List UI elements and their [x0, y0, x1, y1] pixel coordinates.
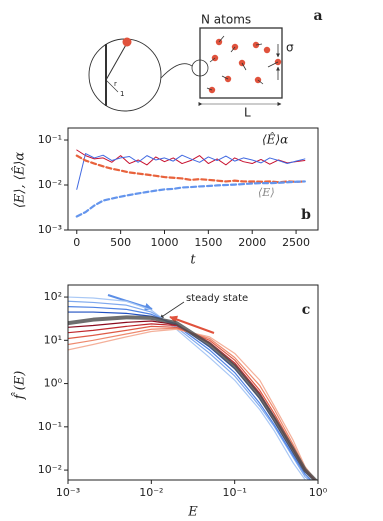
series-line — [68, 315, 318, 480]
y-tick-label: 10² — [44, 290, 62, 303]
annotation: ⟨Ê⟩α — [262, 132, 288, 147]
series-line — [68, 328, 317, 480]
zoom-label: 1 — [120, 90, 124, 98]
series-line — [76, 153, 306, 190]
series-line — [75, 180, 306, 218]
zoom-label: r — [114, 80, 117, 88]
series-line — [68, 323, 316, 480]
x-axis-label: t — [190, 253, 196, 268]
x-tick-label: 500 — [110, 236, 131, 249]
y-tick-label: 10¹ — [44, 333, 62, 346]
x-tick-label: 1500 — [194, 236, 222, 249]
series-line — [68, 327, 317, 480]
y-tick-label: 10⁻¹ — [38, 133, 62, 146]
y-axis-label: f̂ (E) — [11, 371, 28, 401]
diagram-title: N atoms — [201, 13, 251, 27]
plot-frame — [67, 284, 319, 481]
x-tick-label: 2000 — [238, 236, 266, 249]
panel-label: b — [301, 207, 311, 223]
y-tick-label: 10⁰ — [44, 377, 63, 390]
x-axis-label: E — [187, 505, 198, 520]
series-line — [68, 300, 310, 480]
y-axis-label: ⟨E⟩, ⟨Ê⟩α — [12, 152, 28, 209]
x-tick-label: 0 — [73, 236, 80, 249]
y-tick-label: 10⁻² — [38, 178, 62, 191]
arrow — [159, 301, 185, 319]
annotation: ⟨E⟩ — [258, 186, 275, 199]
y-tick-label: 10⁻² — [38, 463, 62, 476]
series-line — [68, 320, 316, 480]
series-line — [76, 149, 306, 166]
panel-label: c — [302, 302, 311, 318]
panel-a: a N atoms σ L r 1 — [88, 8, 323, 120]
x-tick-label: 10⁻¹ — [223, 486, 247, 499]
series-line — [68, 306, 312, 480]
x-tick-label: 10⁻² — [139, 486, 163, 499]
velocity-arrows — [206, 35, 279, 91]
x-tick-label: 1000 — [150, 236, 178, 249]
x-tick-label: 10⁻³ — [56, 486, 80, 499]
annotation: steady state — [186, 293, 248, 304]
panel-label: a — [313, 8, 322, 24]
zoom-circle — [88, 38, 162, 112]
plot-frame — [67, 127, 319, 231]
series-line — [75, 154, 306, 184]
series-line — [68, 296, 307, 480]
x-tick-label: 2500 — [282, 236, 310, 249]
x-tick-label: 10⁰ — [309, 486, 328, 499]
series-line — [68, 325, 316, 480]
sigma-label: σ — [286, 41, 294, 55]
box — [199, 27, 283, 99]
arrow — [169, 315, 215, 334]
y-tick-label: 10⁻³ — [38, 223, 62, 236]
y-tick-label: 10⁻¹ — [38, 420, 62, 433]
length-label: L — [244, 106, 251, 120]
